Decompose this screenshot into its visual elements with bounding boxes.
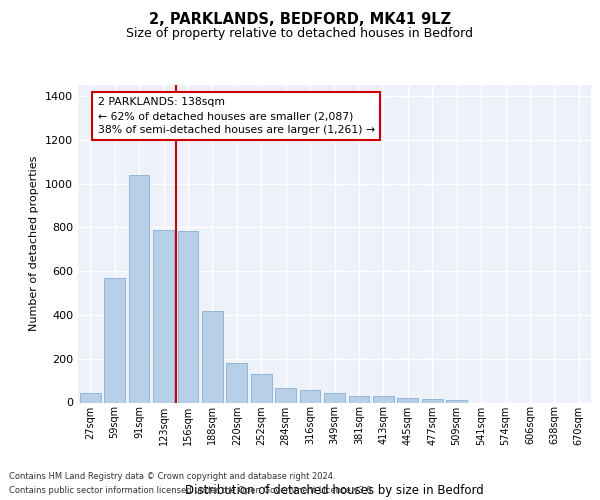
Text: 2 PARKLANDS: 138sqm
← 62% of detached houses are smaller (2,087)
38% of semi-det: 2 PARKLANDS: 138sqm ← 62% of detached ho… [98, 97, 374, 135]
Bar [397, 398, 418, 402]
Bar [202, 310, 223, 402]
Bar [128, 175, 149, 402]
Bar [373, 396, 394, 402]
X-axis label: Distribution of detached houses by size in Bedford: Distribution of detached houses by size … [185, 484, 484, 496]
Bar [251, 374, 272, 402]
Text: 2, PARKLANDS, BEDFORD, MK41 9LZ: 2, PARKLANDS, BEDFORD, MK41 9LZ [149, 12, 451, 28]
Bar [299, 390, 320, 402]
Bar [178, 230, 199, 402]
Bar [226, 363, 247, 403]
Bar [422, 399, 443, 402]
Bar [275, 388, 296, 402]
Bar [153, 230, 174, 402]
Text: Contains public sector information licensed under the Open Government Licence v3: Contains public sector information licen… [9, 486, 374, 495]
Y-axis label: Number of detached properties: Number of detached properties [29, 156, 40, 332]
Bar [349, 396, 370, 402]
Bar [324, 392, 345, 402]
Bar [446, 400, 467, 402]
Text: Size of property relative to detached houses in Bedford: Size of property relative to detached ho… [127, 28, 473, 40]
Text: Contains HM Land Registry data © Crown copyright and database right 2024.: Contains HM Land Registry data © Crown c… [9, 472, 335, 481]
Bar [80, 392, 101, 402]
Bar [104, 278, 125, 402]
